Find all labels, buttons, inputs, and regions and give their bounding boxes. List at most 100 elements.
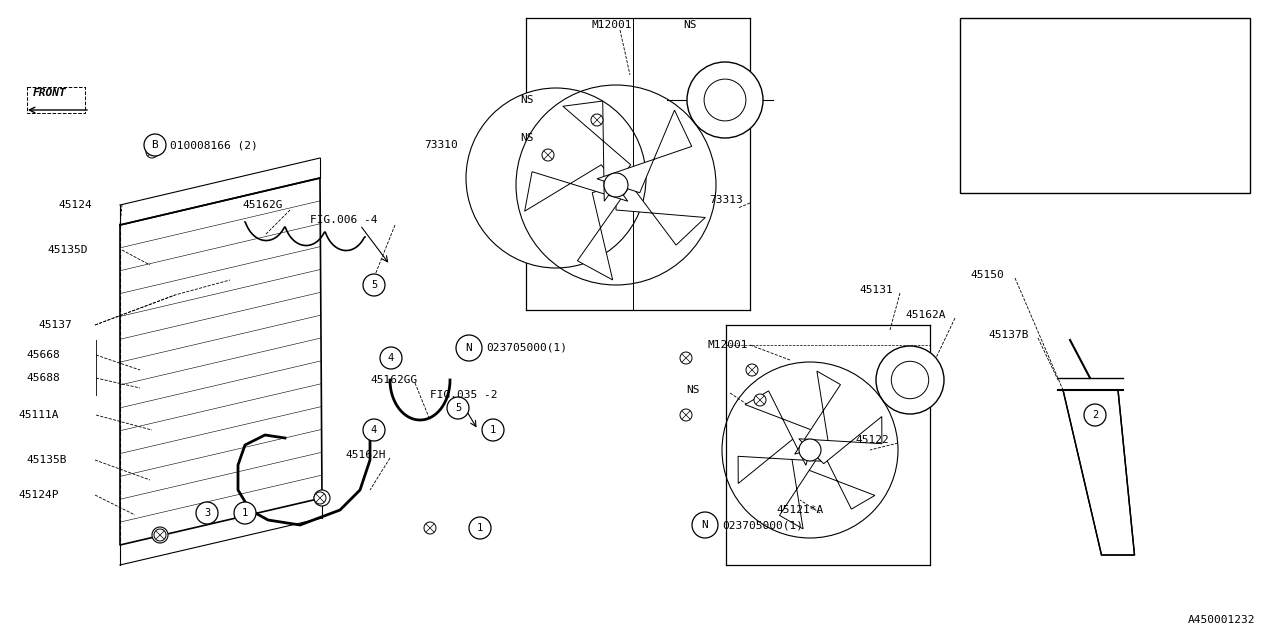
- Text: 2: 2: [1092, 410, 1098, 420]
- Circle shape: [152, 527, 168, 543]
- Circle shape: [966, 57, 992, 83]
- Circle shape: [680, 409, 692, 421]
- Text: 1: 1: [242, 508, 248, 518]
- Text: 45137: 45137: [38, 320, 72, 330]
- Text: 1: 1: [490, 425, 497, 435]
- Circle shape: [876, 346, 945, 414]
- Text: C: C: [1012, 30, 1018, 40]
- Circle shape: [314, 490, 330, 506]
- Polygon shape: [616, 165, 705, 245]
- Circle shape: [1005, 60, 1025, 80]
- Text: 010006160(2): 010006160(2): [1028, 65, 1103, 75]
- Text: 45135B: 45135B: [26, 455, 67, 465]
- Circle shape: [1005, 130, 1025, 150]
- Circle shape: [746, 364, 758, 376]
- Polygon shape: [739, 436, 822, 483]
- Text: 45162A: 45162A: [905, 310, 946, 320]
- Circle shape: [468, 517, 492, 539]
- Text: N: N: [466, 343, 472, 353]
- Polygon shape: [745, 391, 815, 465]
- Text: FIG.035 -2: FIG.035 -2: [430, 390, 498, 400]
- Circle shape: [604, 173, 628, 197]
- Circle shape: [966, 92, 992, 118]
- Text: B: B: [1012, 100, 1018, 110]
- Text: 010008166 (2): 010008166 (2): [170, 140, 257, 150]
- Text: 091738010 (2): 091738010 (2): [1028, 135, 1110, 145]
- Text: 45131: 45131: [859, 285, 892, 295]
- Text: 4: 4: [975, 135, 982, 145]
- Circle shape: [364, 419, 385, 441]
- Text: 1: 1: [477, 523, 483, 533]
- Circle shape: [424, 522, 436, 534]
- Circle shape: [966, 162, 992, 188]
- Text: 45122: 45122: [855, 435, 888, 445]
- Text: 5: 5: [454, 403, 461, 413]
- Polygon shape: [563, 101, 631, 201]
- Text: 45162G: 45162G: [242, 200, 283, 210]
- Circle shape: [380, 347, 402, 369]
- Circle shape: [966, 22, 992, 48]
- Circle shape: [591, 114, 603, 126]
- Text: 047406120 (6): 047406120 (6): [1028, 100, 1110, 110]
- Text: 45121*A: 45121*A: [776, 505, 823, 515]
- Circle shape: [799, 439, 820, 461]
- Circle shape: [680, 352, 692, 364]
- Polygon shape: [596, 110, 691, 193]
- Polygon shape: [525, 164, 627, 211]
- Text: 4: 4: [371, 425, 378, 435]
- Polygon shape: [805, 435, 874, 509]
- Text: M12001: M12001: [707, 340, 748, 350]
- Circle shape: [483, 419, 504, 441]
- Circle shape: [196, 502, 218, 524]
- Circle shape: [704, 79, 746, 121]
- Text: 2: 2: [975, 65, 982, 75]
- Text: W186023: W186023: [1011, 170, 1055, 180]
- Text: 023705000(1): 023705000(1): [722, 520, 803, 530]
- Circle shape: [314, 492, 326, 504]
- Circle shape: [891, 362, 929, 399]
- Polygon shape: [799, 417, 882, 464]
- Circle shape: [456, 335, 483, 361]
- Circle shape: [692, 512, 718, 538]
- Text: FIG.006 -4: FIG.006 -4: [310, 215, 378, 225]
- Text: 45111A: 45111A: [18, 410, 59, 420]
- Text: 3: 3: [975, 100, 982, 110]
- Text: NS: NS: [684, 20, 696, 30]
- Polygon shape: [780, 446, 826, 529]
- Text: 45150: 45150: [970, 270, 1004, 280]
- Text: 5: 5: [371, 280, 378, 290]
- Text: 023705000(1): 023705000(1): [486, 343, 567, 353]
- Text: A450001232: A450001232: [1188, 615, 1254, 625]
- Polygon shape: [795, 371, 841, 454]
- Circle shape: [1005, 95, 1025, 115]
- Text: 73310: 73310: [424, 140, 458, 150]
- Circle shape: [687, 62, 763, 138]
- Text: 3: 3: [204, 508, 210, 518]
- Polygon shape: [577, 179, 635, 280]
- Text: 45124P: 45124P: [18, 490, 59, 500]
- Circle shape: [234, 502, 256, 524]
- Text: N: N: [701, 520, 708, 530]
- Text: NS: NS: [686, 385, 699, 395]
- Text: 45162GG: 45162GG: [370, 375, 417, 385]
- Circle shape: [154, 529, 166, 541]
- Circle shape: [754, 394, 765, 406]
- Text: 091748004(2): 091748004(2): [1028, 30, 1103, 40]
- Text: B: B: [151, 140, 159, 150]
- Circle shape: [474, 522, 486, 534]
- Circle shape: [541, 149, 554, 161]
- Text: 45135D: 45135D: [47, 245, 87, 255]
- Circle shape: [364, 274, 385, 296]
- Circle shape: [1005, 25, 1025, 45]
- Circle shape: [447, 397, 468, 419]
- Text: 45668: 45668: [26, 350, 60, 360]
- Text: NS: NS: [520, 95, 534, 105]
- Text: 1: 1: [975, 30, 982, 40]
- Text: C: C: [1012, 135, 1018, 145]
- Circle shape: [1084, 404, 1106, 426]
- Text: M12001: M12001: [591, 20, 632, 30]
- Text: NS: NS: [520, 133, 534, 143]
- Text: 45162H: 45162H: [346, 450, 385, 460]
- Text: 45124: 45124: [58, 200, 92, 210]
- Polygon shape: [1062, 390, 1134, 555]
